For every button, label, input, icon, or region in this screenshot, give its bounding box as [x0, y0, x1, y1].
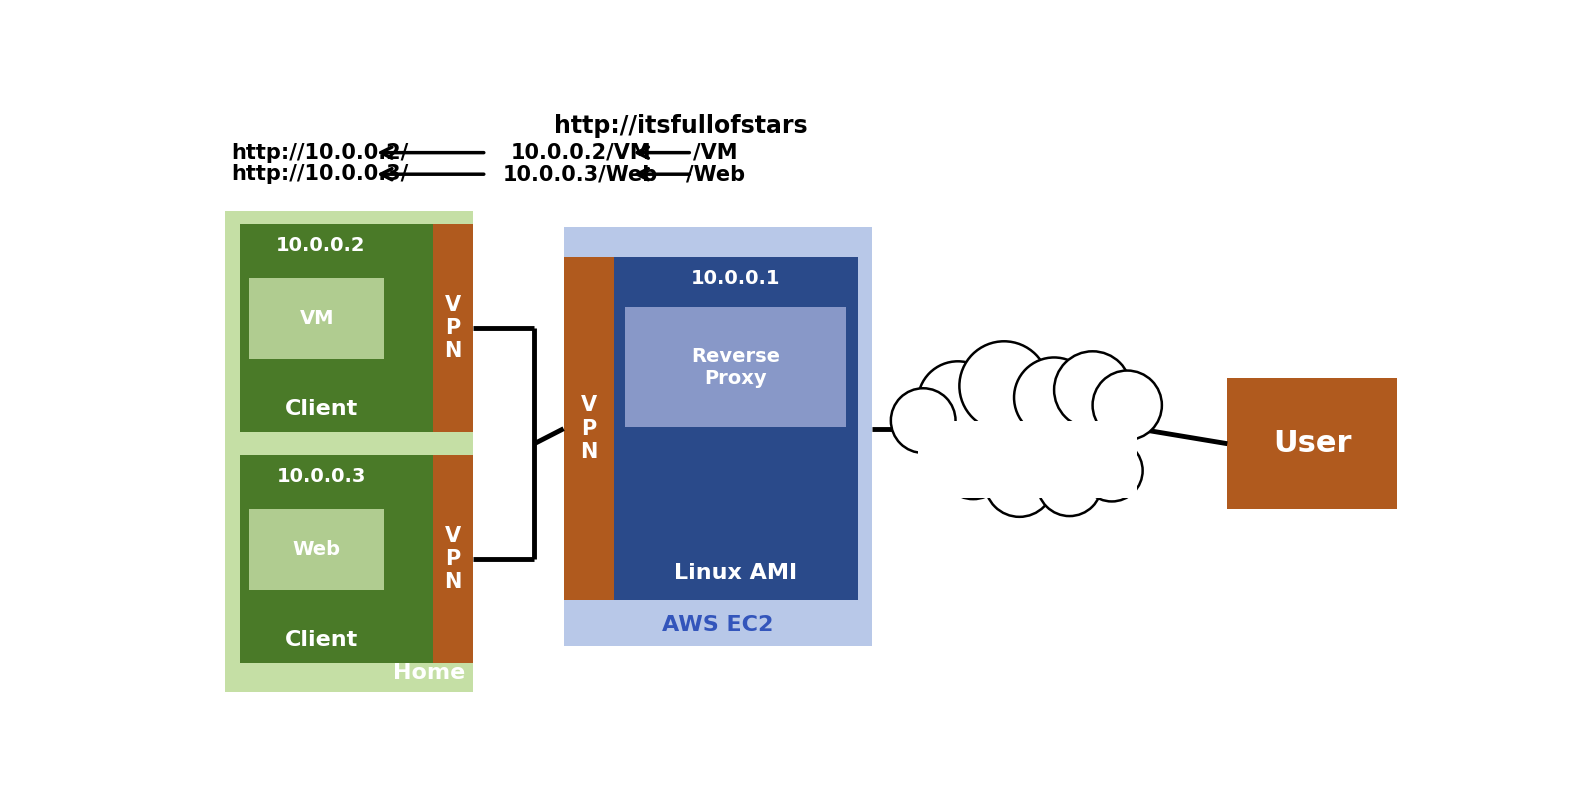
Text: Client: Client: [284, 399, 357, 419]
Bar: [249, 509, 384, 590]
Text: 10.0.0.2: 10.0.0.2: [276, 237, 365, 255]
Text: http://itsfullofstars: http://itsfullofstars: [553, 114, 808, 139]
Circle shape: [985, 448, 1054, 517]
Circle shape: [1054, 352, 1132, 428]
Text: 10.0.0.3/Web: 10.0.0.3/Web: [504, 164, 658, 184]
Circle shape: [891, 388, 955, 453]
Circle shape: [940, 434, 1006, 499]
Bar: [241, 455, 432, 663]
Bar: [918, 420, 1137, 497]
Text: V
P
N: V P N: [445, 526, 461, 592]
Circle shape: [960, 341, 1049, 431]
Text: V
P
N: V P N: [580, 395, 598, 462]
Text: Linux AMI: Linux AMI: [674, 563, 797, 583]
Bar: [432, 224, 473, 433]
Text: Reverse
Proxy: Reverse Proxy: [692, 347, 779, 388]
Text: /VM: /VM: [693, 143, 738, 163]
Text: Web: Web: [293, 540, 341, 559]
Text: http://10.0.0.2/: http://10.0.0.2/: [231, 143, 410, 163]
Bar: [249, 278, 384, 359]
Bar: [225, 211, 473, 693]
Circle shape: [1092, 370, 1162, 440]
Text: VM: VM: [300, 309, 335, 328]
Text: 10.0.0.1: 10.0.0.1: [690, 270, 781, 288]
Bar: [432, 455, 473, 663]
Bar: [1227, 378, 1396, 509]
Text: http://10.0.0.3/: http://10.0.0.3/: [231, 164, 410, 184]
Circle shape: [1014, 357, 1093, 437]
Text: /Web: /Web: [685, 164, 744, 184]
Text: 10.0.0.2/VM: 10.0.0.2/VM: [510, 143, 650, 163]
Bar: [614, 258, 858, 600]
Bar: [625, 308, 846, 427]
Text: 10.0.0.3: 10.0.0.3: [276, 467, 365, 486]
Circle shape: [918, 361, 998, 441]
Bar: [564, 227, 872, 646]
Text: Client: Client: [284, 630, 357, 650]
Text: Home: Home: [392, 663, 465, 683]
Bar: [241, 224, 432, 433]
Bar: [918, 440, 1137, 475]
Circle shape: [1081, 440, 1143, 501]
Text: AWS EC2: AWS EC2: [662, 615, 773, 635]
Circle shape: [1038, 451, 1101, 516]
Text: User: User: [1272, 429, 1352, 458]
Bar: [564, 258, 614, 600]
Text: V
P
N: V P N: [445, 295, 461, 361]
